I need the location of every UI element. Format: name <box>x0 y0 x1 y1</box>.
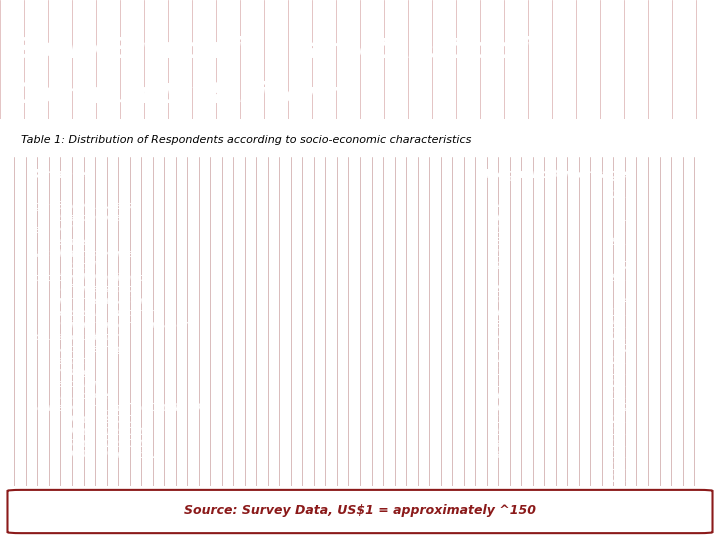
Text: 0.7: 0.7 <box>615 261 631 271</box>
Text: Table 1: Distribution of Respondents according to socio-economic characteristics: Table 1: Distribution of Respondents acc… <box>22 136 472 145</box>
Text: Frequency: Frequency <box>485 168 557 181</box>
Text: 8: 8 <box>495 237 501 247</box>
Text: Secondary Education: Secondary Education <box>28 308 157 318</box>
Text: 116: 116 <box>489 249 508 259</box>
Text: 96.6: 96.6 <box>612 273 634 282</box>
Text: 13: 13 <box>492 415 505 425</box>
Text: Socio-Economic Characteristic of: Socio-Economic Characteristic of <box>14 36 528 64</box>
Text: 13.4: 13.4 <box>612 427 634 437</box>
Text: 26: 26 <box>492 308 505 318</box>
Text: 19: 19 <box>492 285 505 294</box>
Text: Female: Female <box>28 237 89 247</box>
Text: Primary education: Primary education <box>28 296 143 306</box>
Text: 0.7: 0.7 <box>615 343 631 354</box>
Text: Community Residents: Community Residents <box>14 81 355 109</box>
Text: 11: 11 <box>492 379 505 389</box>
Text: 10.8: 10.8 <box>612 391 634 401</box>
Text: 20.0: 20.0 <box>612 355 634 366</box>
Text: 86: 86 <box>492 213 505 223</box>
Text: 67: 67 <box>492 296 505 306</box>
Text: Cattle Rearing: Cattle Rearing <box>28 343 123 354</box>
Text: 20.0: 20.0 <box>612 379 634 389</box>
Text: 28.3: 28.3 <box>612 190 634 200</box>
Text: Educational Qualification:: Educational Qualification: <box>28 273 153 282</box>
Text: 13: 13 <box>492 367 505 377</box>
Text: 28: 28 <box>492 450 505 461</box>
Text: 8: 8 <box>495 320 501 330</box>
Text: 9.2: 9.2 <box>615 403 631 413</box>
Text: 37.5: 37.5 <box>612 450 634 461</box>
Text: Teaching: Teaching <box>28 379 96 389</box>
Text: 18.3: 18.3 <box>612 367 634 377</box>
Text: ^50,000-99,000: ^50,000-99,000 <box>28 415 134 425</box>
Text: 21.7: 21.7 <box>612 415 634 425</box>
Text: 18: 18 <box>492 438 505 449</box>
Text: Age:  Below 35 years: Age: Below 35 years <box>28 201 132 211</box>
Text: ^100,000-149,000: ^100,000-149,000 <box>28 427 146 437</box>
Text: Variables: Variables <box>28 168 93 181</box>
Text: 112: 112 <box>489 225 508 235</box>
Text: 93.3: 93.3 <box>612 237 634 247</box>
Text: 23.3: 23.3 <box>612 474 634 484</box>
Text: 34: 34 <box>492 201 505 211</box>
Text: ^2000,000 and above: ^2000,000 and above <box>28 450 163 461</box>
Text: 15.0: 15.0 <box>612 462 634 472</box>
Text: 26: 26 <box>492 391 505 401</box>
Text: 45: 45 <box>492 427 505 437</box>
Text: Source: Survey Data, US$1 = approximately ^150: Source: Survey Data, US$1 = approximatel… <box>184 504 536 517</box>
Text: Farming: Farming <box>28 355 94 366</box>
Text: 0.4: 0.4 <box>615 296 631 306</box>
Text: Occupation: Hunting: Occupation: Hunting <box>28 332 129 342</box>
Text: Sex:  Male: Sex: Male <box>28 225 79 235</box>
Text: 71.4: 71.4 <box>612 213 634 223</box>
Text: 4: 4 <box>495 261 501 271</box>
Text: Ordinary Diploma and above: Ordinary Diploma and above <box>28 320 194 330</box>
Text: Marital Status: Married: Marital Status: Married <box>28 249 140 259</box>
Text: 10.8: 10.8 <box>612 438 634 449</box>
Text: ^150,000-199,000: ^150,000-199,000 <box>28 438 146 449</box>
Text: Unemployed: Unemployed <box>28 391 115 401</box>
Text: 16: 16 <box>492 403 505 413</box>
Text: 22: 22 <box>492 343 505 354</box>
Text: 24: 24 <box>492 332 505 342</box>
Text: 35 and above: 35 and above <box>28 213 120 223</box>
Text: 15.8: 15.8 <box>612 308 634 318</box>
Text: 21.7: 21.7 <box>612 332 634 342</box>
Text: 24: 24 <box>492 355 505 366</box>
Text: 55.8: 55.8 <box>612 320 634 330</box>
Text: Trading: Trading <box>28 367 90 377</box>
Text: Percentage: Percentage <box>548 168 628 181</box>
Text: Single: Single <box>28 261 102 271</box>
Text: No formal school: No formal school <box>28 285 136 294</box>
Text: Income per annum: ^10,000-49,000: Income per annum: ^10,000-49,000 <box>28 403 207 413</box>
FancyBboxPatch shape <box>7 490 713 533</box>
